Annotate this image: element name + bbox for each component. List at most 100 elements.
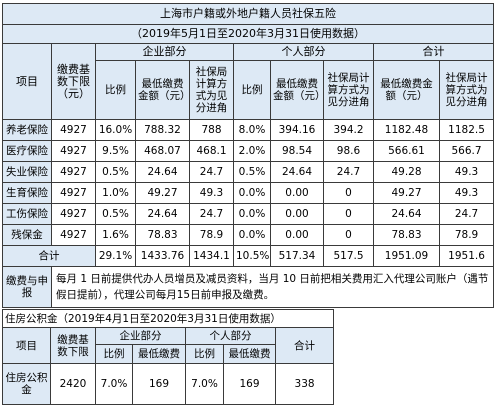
row-company-calc: 24.7 (189, 161, 234, 183)
total-personal-ratio: 10.5% (233, 245, 271, 267)
row-company-min: 24.64 (135, 203, 190, 225)
row-personal-min: 394.16 (270, 119, 324, 141)
row-total-min: 49.28 (373, 161, 440, 183)
header-company-calc: 社保局计算方式为见分进角 (189, 60, 234, 120)
row-total-min: 49.27 (373, 182, 440, 204)
row-base: 4927 (51, 140, 96, 162)
row-item: 医疗保险 (2, 140, 52, 162)
table-row: 失业保险 4927 0.5% 24.64 24.7 0.5% 24.64 24.… (2, 161, 495, 183)
note-text: 每月 1 日前提供代办人员增员及减员资料，当月 10 日前把相关费用汇入代理公司… (50, 266, 495, 308)
row-company-ratio: 16.0% (95, 119, 136, 141)
row-personal-min: 24.64 (270, 161, 324, 183)
row-personal-ratio: 0.0% (233, 224, 271, 246)
row-company-min: 468.07 (135, 140, 190, 162)
housing-row-personal-min: 169 (223, 363, 276, 405)
housing-row-company-min: 169 (132, 363, 186, 405)
housing-header-total: 合计 (274, 327, 335, 364)
housing-row-personal-ratio: 7.0% (185, 363, 224, 405)
row-personal-min: 0.00 (270, 203, 324, 225)
housing-row-base: 2420 (50, 363, 96, 405)
row-base: 4927 (51, 119, 96, 141)
header-base: 缴费基数下限（元） (51, 43, 96, 120)
row-company-calc: 468.1 (189, 140, 234, 162)
row-company-ratio: 9.5% (95, 140, 136, 162)
group-company: 企业部分 (95, 43, 234, 61)
row-company-min: 49.27 (135, 182, 190, 204)
row-company-ratio: 0.5% (95, 161, 136, 183)
header-personal-calc: 社保局计算方式为见分进角 (323, 60, 374, 120)
note-row: 缴费与申报 每月 1 日前提供代办人员增员及减员资料，当月 10 日前把相关费用… (2, 266, 495, 308)
total-company-calc: 1434.1 (189, 245, 234, 267)
housing-group-personal: 个人部分 (185, 327, 276, 345)
housing-header-personal-ratio: 比例 (185, 344, 224, 364)
housing-fund-table: 住房公积金（2019年4月1日至2020年3月31日使用数据） 项目 缴费基数下… (1, 309, 335, 405)
row-personal-ratio: 0.5% (233, 161, 271, 183)
housing-header-company-ratio: 比例 (95, 344, 133, 364)
table-subtitle: （2019年5月1日至2020年3月31日使用数据） (1, 24, 495, 44)
row-item: 失业保险 (2, 161, 52, 183)
row-company-min: 78.83 (135, 224, 190, 246)
table-row: 养老保险 4927 16.0% 788.32 788 8.0% 394.16 3… (2, 119, 495, 141)
header-personal-ratio: 比例 (233, 60, 271, 120)
row-personal-min: 98.54 (270, 140, 324, 162)
row-total-min: 24.64 (373, 203, 440, 225)
header-total-calc: 社保局计算方式为见分进角 (438, 60, 495, 120)
row-total-calc: 49.3 (438, 182, 495, 204)
housing-row-total: 338 (274, 363, 335, 405)
housing-row-company-ratio: 7.0% (95, 363, 133, 405)
row-base: 4927 (51, 161, 96, 183)
note-label: 缴费与申报 (2, 266, 52, 308)
table-row: 生育保险 4927 1.0% 49.27 49.3 0.0% 0.00 0 49… (2, 182, 495, 204)
housing-title: 住房公积金（2019年4月1日至2020年3月31日使用数据） (1, 309, 335, 328)
housing-header-item: 项目 (2, 327, 51, 364)
row-base: 4927 (51, 224, 96, 246)
row-personal-ratio: 0.0% (233, 203, 271, 225)
header-personal-min: 最低缴费金额（元） (270, 60, 324, 120)
row-personal-ratio: 2.0% (233, 140, 271, 162)
table-title: 上海市户籍或外地户籍人员社保五险 (1, 3, 495, 25)
total-personal-min: 517.34 (270, 245, 324, 267)
header-total-min: 最低缴费金额（元） (373, 60, 440, 120)
table-row: 住房公积金 2420 7.0% 169 7.0% 169 338 (2, 363, 335, 405)
housing-row-item: 住房公积金 (2, 363, 51, 405)
row-total-min: 1182.48 (373, 119, 440, 141)
total-row: 合计 29.1% 1433.76 1434.1 10.5% 517.34 517… (2, 245, 495, 267)
table-row: 残保金 4927 1.6% 78.83 78.9 0.0% 0.00 0 78.… (2, 224, 495, 246)
row-personal-calc: 0 (323, 203, 374, 225)
row-item: 生育保险 (2, 182, 52, 204)
row-item: 养老保险 (2, 119, 52, 141)
row-total-min: 78.83 (373, 224, 440, 246)
housing-title-label: 住房公积金 (5, 312, 58, 325)
row-company-calc: 788 (189, 119, 234, 141)
row-personal-calc: 0 (323, 182, 374, 204)
row-personal-ratio: 8.0% (233, 119, 271, 141)
row-total-calc: 1182.5 (438, 119, 495, 141)
total-label: 合计 (2, 245, 96, 267)
total-company-ratio: 29.1% (95, 245, 136, 267)
housing-subtitle: （2019年4月1日至2020年3月31日使用数据） (57, 312, 281, 325)
row-company-calc: 49.3 (189, 182, 234, 204)
housing-header-base: 缴费基数下限 (50, 327, 96, 364)
row-company-ratio: 1.6% (95, 224, 136, 246)
group-personal: 个人部分 (233, 43, 374, 61)
housing-group-company: 企业部分 (95, 327, 186, 345)
row-personal-calc: 98.6 (323, 140, 374, 162)
housing-header-personal-min: 最低缴费 (223, 344, 276, 364)
header-company-ratio: 比例 (95, 60, 136, 120)
row-company-min: 788.32 (135, 119, 190, 141)
total-total-calc: 1951.6 (438, 245, 495, 267)
total-company-min: 1433.76 (135, 245, 190, 267)
row-item: 工伤保险 (2, 203, 52, 225)
row-total-min: 566.61 (373, 140, 440, 162)
header-company-min: 最低缴费金额（元） (135, 60, 190, 120)
row-company-min: 24.64 (135, 161, 190, 183)
header-item: 项目 (2, 43, 52, 120)
row-personal-calc: 0 (323, 224, 374, 246)
table-row: 医疗保险 4927 9.5% 468.07 468.1 2.0% 98.54 9… (2, 140, 495, 162)
row-item: 残保金 (2, 224, 52, 246)
row-company-ratio: 0.5% (95, 203, 136, 225)
row-base: 4927 (51, 182, 96, 204)
housing-header-company-min: 最低缴费 (132, 344, 186, 364)
row-base: 4927 (51, 203, 96, 225)
